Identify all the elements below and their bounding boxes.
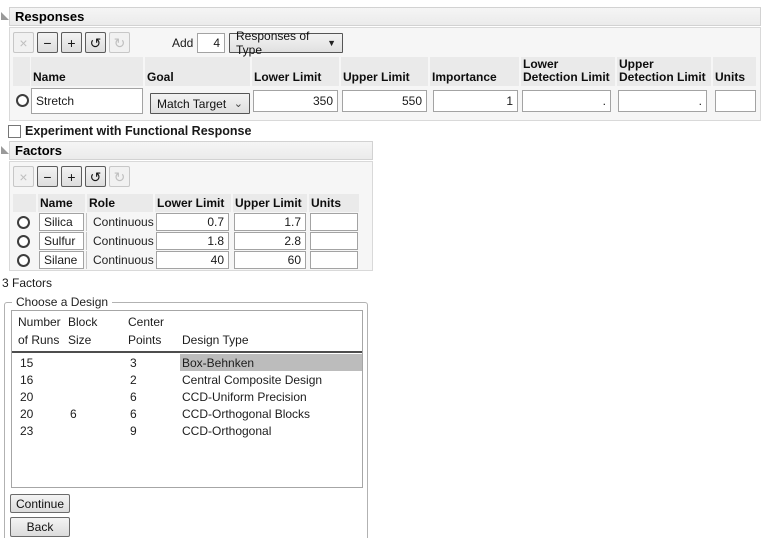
upper-limit-input[interactable] — [342, 90, 427, 112]
factors-header-radio-col — [13, 194, 36, 212]
choose-design-group — [4, 302, 368, 538]
factors-header-name: Name — [38, 194, 85, 212]
responses-header-units: Units — [713, 57, 756, 86]
factors-header-upper-limit: Upper Limit — [233, 194, 307, 212]
design-col-center-1: Center — [128, 315, 165, 329]
design-col-center-2: Points — [128, 333, 162, 347]
upper-detection-input[interactable] — [618, 90, 707, 112]
factor-upper-input[interactable] — [234, 232, 306, 250]
factor-lower-input[interactable] — [156, 251, 229, 269]
undo-icon: ↺ — [89, 34, 102, 51]
responses-header-upper-detection: Upper Detection Limit — [617, 57, 711, 86]
factor-lower-input[interactable] — [156, 232, 229, 250]
units-input[interactable] — [715, 90, 756, 112]
functional-response-label: Experiment with Functional Response — [25, 124, 252, 138]
remove-icon: × — [19, 168, 28, 185]
choose-design-title: Choose a Design — [12, 295, 113, 309]
responses-disclosure-icon[interactable] — [1, 12, 9, 20]
responses-header-lower-detection: Lower Detection Limit — [521, 57, 615, 86]
goal-dropdown[interactable]: Match Target ⌄ — [150, 93, 250, 114]
factors-disclosure-icon[interactable] — [1, 146, 9, 154]
design-row[interactable]: 16 2 Central Composite Design — [20, 372, 323, 387]
factor-upper-input[interactable] — [234, 213, 306, 231]
remove-icon: × — [19, 34, 28, 51]
factors-minus-button[interactable]: − — [37, 166, 58, 187]
design-col-runs-1: Number — [18, 315, 61, 329]
responses-undo-button[interactable]: ↺ — [85, 32, 106, 53]
add-count-input[interactable] — [197, 33, 225, 53]
plus-icon: + — [67, 168, 76, 185]
minus-icon: − — [43, 34, 52, 51]
design-row[interactable]: 15 3 Box-Behnken — [12, 354, 362, 371]
importance-input[interactable] — [433, 90, 518, 112]
factors-header-role: Role — [87, 194, 153, 212]
responses-header-importance: Importance — [430, 57, 519, 86]
responses-of-type-dropdown[interactable]: Responses of Type ▼ — [229, 29, 343, 57]
factor-count-label: 3 Factors — [2, 276, 53, 290]
redo-icon: ↻ — [113, 34, 126, 51]
factor-units-input[interactable] — [310, 213, 358, 231]
responses-header-name: Name — [31, 57, 143, 86]
responses-header-goal: Goal — [145, 57, 250, 86]
add-label: Add — [172, 36, 194, 50]
factors-plus-button[interactable]: + — [61, 166, 82, 187]
redo-icon: ↻ — [113, 168, 126, 185]
response-row-radio[interactable] — [16, 94, 29, 107]
design-col-type: Design Type — [182, 333, 249, 347]
goal-value: Match Target — [157, 96, 227, 111]
responses-plus-button[interactable]: + — [61, 32, 82, 53]
design-col-runs-2: of Runs — [18, 333, 60, 347]
lower-limit-input[interactable] — [253, 90, 338, 112]
continue-button[interactable]: Continue — [10, 494, 70, 513]
factor-units-input[interactable] — [310, 232, 358, 250]
design-col-block-1: Block — [68, 315, 98, 329]
factor-units-input[interactable] — [310, 251, 358, 269]
design-row[interactable]: 20 6 6 CCD-Orthogonal Blocks — [20, 406, 311, 421]
factor-role-cell[interactable]: Continuous — [86, 213, 154, 231]
minus-icon: − — [43, 168, 52, 185]
design-col-block-2: Size — [68, 333, 92, 347]
responses-remove-button[interactable]: × — [13, 32, 34, 53]
factor-role-cell[interactable]: Continuous — [86, 232, 154, 250]
functional-response-checkbox[interactable] — [8, 125, 21, 138]
factor-row-radio[interactable] — [17, 235, 30, 248]
factors-remove-button[interactable]: × — [13, 166, 34, 187]
responses-header-lower-limit: Lower Limit — [252, 57, 339, 86]
factor-name-input[interactable] — [39, 232, 84, 250]
responses-minus-button[interactable]: − — [37, 32, 58, 53]
factor-name-input[interactable] — [39, 251, 84, 269]
undo-icon: ↺ — [89, 168, 102, 185]
factor-upper-input[interactable] — [234, 251, 306, 269]
factor-lower-input[interactable] — [156, 213, 229, 231]
factors-title: Factors — [15, 143, 62, 158]
factors-redo-button[interactable]: ↻ — [109, 166, 130, 187]
design-row[interactable]: 23 9 CCD-Orthogonal — [20, 423, 272, 438]
plus-icon: + — [67, 34, 76, 51]
design-header-separator — [12, 351, 362, 353]
dropdown-arrow-icon: ▼ — [327, 38, 336, 48]
factors-header[interactable]: Factors — [9, 141, 373, 160]
factors-header-lower-limit: Lower Limit — [155, 194, 231, 212]
responses-title: Responses — [15, 9, 85, 24]
back-button[interactable]: Back — [10, 517, 70, 537]
lower-detection-input[interactable] — [522, 90, 611, 112]
design-row[interactable]: 20 6 CCD-Uniform Precision — [20, 389, 307, 404]
factor-role-cell[interactable]: Continuous — [86, 251, 154, 269]
factor-name-input[interactable] — [39, 213, 84, 231]
factor-row-radio[interactable] — [17, 216, 30, 229]
responses-header-upper-limit: Upper Limit — [341, 57, 428, 86]
responses-header-radio-col — [13, 57, 30, 86]
factor-row-radio[interactable] — [17, 254, 30, 267]
design-listbox[interactable] — [11, 310, 363, 488]
factors-undo-button[interactable]: ↺ — [85, 166, 106, 187]
factors-header-units: Units — [309, 194, 359, 212]
responses-redo-button[interactable]: ↻ — [109, 32, 130, 53]
responses-header[interactable]: Responses — [9, 7, 761, 26]
response-name-input[interactable] — [31, 88, 143, 114]
responses-of-type-label: Responses of Type — [236, 29, 310, 57]
chevron-down-icon: ⌄ — [233, 98, 243, 110]
